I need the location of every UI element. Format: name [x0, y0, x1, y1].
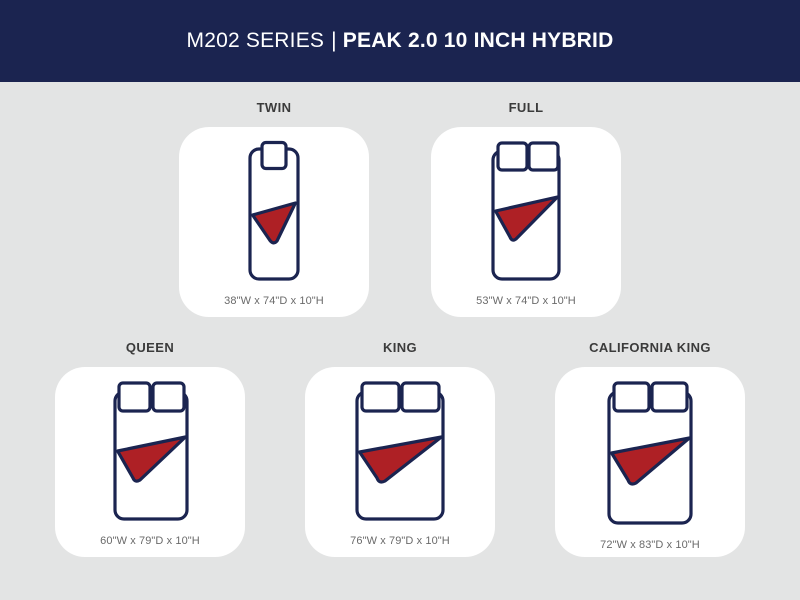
size-label: FULL	[508, 100, 544, 115]
title-separator: |	[331, 29, 337, 52]
title-series-label: M202 SERIES	[186, 29, 325, 52]
title-model-label: PEAK 2.0 10 INCH HYBRID	[342, 29, 614, 52]
size-card[interactable]: 72"W x 83"D x 10"H	[555, 367, 745, 557]
size-dimensions: 38"W x 74"D x 10"H	[224, 295, 324, 307]
size-block-king[interactable]: KING 76"W x 79"D x 10"H	[305, 340, 495, 557]
size-block-twin[interactable]: TWIN 38"W x 74"D x 10"H	[179, 100, 369, 317]
size-dimensions: 53"W x 74"D x 10"H	[476, 295, 576, 307]
size-label: CALIFORNIA KING	[589, 340, 711, 355]
size-card[interactable]: 60"W x 79"D x 10"H	[55, 367, 245, 557]
size-dimensions: 60"W x 79"D x 10"H	[100, 535, 200, 547]
size-dimensions: 76"W x 79"D x 10"H	[350, 535, 450, 547]
bed-queen-icon	[113, 381, 189, 521]
bed-california-king-icon	[607, 381, 693, 525]
bed-twin-icon	[248, 140, 300, 281]
size-label: KING	[382, 340, 418, 355]
size-card[interactable]: 38"W x 74"D x 10"H	[179, 127, 369, 317]
size-label: QUEEN	[125, 340, 175, 355]
size-card[interactable]: 53"W x 74"D x 10"H	[431, 127, 621, 317]
size-block-california-king[interactable]: CALIFORNIA KING 72"W x 83"D x 10"H	[555, 340, 745, 557]
page-title: M202 SERIES | PEAK 2.0 10 INCH HYBRID	[187, 29, 614, 53]
size-card[interactable]: 76"W x 79"D x 10"H	[305, 367, 495, 557]
bed-king-icon	[355, 381, 445, 521]
page-header: M202 SERIES | PEAK 2.0 10 INCH HYBRID	[0, 0, 800, 82]
size-label: TWIN	[256, 100, 292, 115]
bed-full-icon	[491, 141, 561, 281]
size-row-bottom: QUEEN 60"W x 79"D x 10"H KING	[0, 340, 800, 557]
size-block-full[interactable]: FULL 53"W x 74"D x 10"H	[431, 100, 621, 317]
size-block-queen[interactable]: QUEEN 60"W x 79"D x 10"H	[55, 340, 245, 557]
size-dimensions: 72"W x 83"D x 10"H	[600, 539, 700, 551]
size-row-top: TWIN 38"W x 74"D x 10"H FULL	[0, 100, 800, 317]
